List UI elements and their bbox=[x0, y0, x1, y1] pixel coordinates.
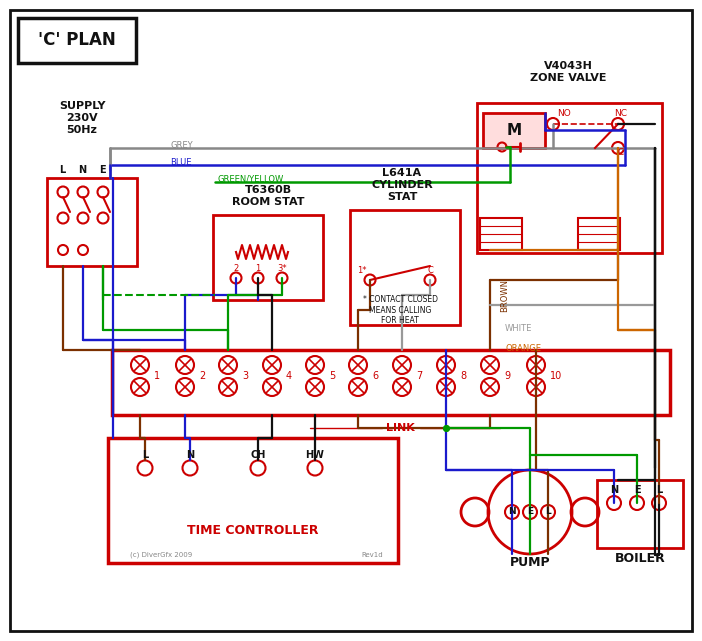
Text: N: N bbox=[186, 450, 194, 460]
Text: E: E bbox=[634, 485, 640, 495]
Bar bbox=[483, 113, 545, 148]
Text: V4043H
ZONE VALVE: V4043H ZONE VALVE bbox=[530, 61, 607, 83]
Text: 5: 5 bbox=[329, 371, 336, 381]
Text: T6360B
ROOM STAT: T6360B ROOM STAT bbox=[232, 185, 304, 207]
Text: 1: 1 bbox=[256, 263, 260, 272]
Bar bbox=[578, 218, 620, 250]
Text: 8: 8 bbox=[460, 371, 466, 381]
Bar bbox=[18, 18, 136, 63]
Text: C: C bbox=[618, 147, 624, 156]
Text: 1*: 1* bbox=[357, 265, 366, 274]
Text: TIME CONTROLLER: TIME CONTROLLER bbox=[187, 524, 319, 537]
Text: WHITE: WHITE bbox=[505, 324, 532, 333]
Text: L: L bbox=[59, 165, 65, 175]
Text: Rev1d: Rev1d bbox=[362, 552, 383, 558]
Text: E: E bbox=[527, 508, 533, 517]
Text: NO: NO bbox=[557, 108, 571, 117]
Text: BROWN: BROWN bbox=[501, 278, 510, 312]
Text: N: N bbox=[610, 485, 618, 495]
Text: L: L bbox=[545, 508, 551, 517]
Text: LINK: LINK bbox=[385, 423, 414, 433]
Text: C: C bbox=[427, 265, 433, 274]
Text: 3: 3 bbox=[242, 371, 248, 381]
Text: 4: 4 bbox=[286, 371, 292, 381]
Text: 10: 10 bbox=[550, 371, 562, 381]
Text: E: E bbox=[99, 165, 105, 175]
Bar bbox=[112, 350, 670, 415]
Text: GREY: GREY bbox=[170, 140, 192, 149]
Text: 2: 2 bbox=[199, 371, 205, 381]
Bar bbox=[47, 178, 137, 266]
Bar bbox=[213, 215, 323, 300]
Text: 9: 9 bbox=[504, 371, 510, 381]
Text: N: N bbox=[508, 508, 516, 517]
Text: BOILER: BOILER bbox=[615, 551, 665, 565]
Text: 'C' PLAN: 'C' PLAN bbox=[38, 31, 116, 49]
Text: N: N bbox=[78, 165, 86, 175]
Text: L: L bbox=[656, 485, 662, 495]
Text: 6: 6 bbox=[372, 371, 378, 381]
Text: HW: HW bbox=[305, 450, 324, 460]
Bar bbox=[350, 210, 460, 325]
Text: L: L bbox=[142, 450, 148, 460]
Text: PUMP: PUMP bbox=[510, 556, 550, 569]
Text: * CONTACT CLOSED
MEANS CALLING
FOR HEAT: * CONTACT CLOSED MEANS CALLING FOR HEAT bbox=[362, 295, 437, 325]
Text: M: M bbox=[506, 122, 522, 138]
Text: NC: NC bbox=[614, 108, 627, 117]
Text: GREEN/YELLOW: GREEN/YELLOW bbox=[217, 174, 283, 183]
Text: SUPPLY
230V
50Hz: SUPPLY 230V 50Hz bbox=[59, 101, 105, 135]
Bar bbox=[477, 103, 662, 253]
Text: ORANGE: ORANGE bbox=[505, 344, 541, 353]
Text: BLUE: BLUE bbox=[170, 158, 192, 167]
Text: 3*: 3* bbox=[277, 263, 287, 272]
Text: CH: CH bbox=[251, 450, 265, 460]
Text: 2: 2 bbox=[233, 263, 239, 272]
Text: 1: 1 bbox=[154, 371, 160, 381]
Text: 7: 7 bbox=[416, 371, 422, 381]
Bar bbox=[597, 480, 683, 548]
Bar bbox=[480, 218, 522, 250]
Text: L641A
CYLINDER
STAT: L641A CYLINDER STAT bbox=[371, 169, 433, 202]
Bar bbox=[108, 438, 398, 563]
Text: (c) DiverGfx 2009: (c) DiverGfx 2009 bbox=[130, 552, 192, 558]
